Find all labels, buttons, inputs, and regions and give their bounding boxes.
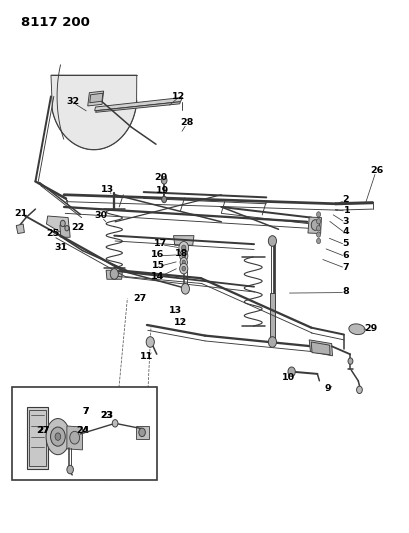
Text: 6: 6	[342, 251, 348, 260]
Polygon shape	[308, 340, 332, 356]
Polygon shape	[27, 407, 47, 469]
Circle shape	[65, 225, 69, 231]
Text: 4: 4	[342, 228, 348, 237]
Circle shape	[347, 358, 352, 365]
Polygon shape	[307, 217, 321, 233]
Text: 9: 9	[324, 384, 330, 393]
Text: 3: 3	[342, 217, 348, 226]
Circle shape	[356, 386, 362, 393]
Polygon shape	[51, 75, 137, 150]
Circle shape	[287, 367, 294, 376]
Text: 19: 19	[155, 186, 169, 195]
Text: 1: 1	[343, 206, 350, 215]
Polygon shape	[67, 426, 82, 450]
Polygon shape	[106, 270, 122, 279]
Circle shape	[139, 428, 145, 437]
Circle shape	[161, 196, 166, 203]
Text: 13: 13	[101, 185, 114, 194]
Polygon shape	[95, 102, 180, 112]
Text: 31: 31	[54, 244, 67, 253]
Polygon shape	[135, 426, 148, 439]
Circle shape	[267, 236, 276, 246]
Ellipse shape	[348, 324, 364, 335]
Polygon shape	[88, 91, 103, 106]
Text: 27: 27	[37, 426, 49, 435]
Circle shape	[179, 263, 187, 274]
Polygon shape	[94, 98, 182, 111]
Circle shape	[267, 337, 276, 348]
Circle shape	[161, 176, 166, 184]
Circle shape	[316, 212, 320, 217]
Circle shape	[182, 266, 185, 271]
Circle shape	[310, 220, 319, 230]
Circle shape	[182, 260, 185, 264]
Text: 15: 15	[151, 261, 164, 270]
Text: 24: 24	[76, 426, 88, 435]
Text: 26: 26	[369, 166, 382, 175]
Circle shape	[50, 427, 65, 446]
Text: 16: 16	[151, 251, 164, 260]
Text: 24: 24	[76, 426, 89, 435]
Bar	[12, 387, 157, 480]
Circle shape	[70, 431, 79, 444]
Circle shape	[316, 232, 320, 237]
Text: 5: 5	[342, 239, 348, 248]
Text: 27: 27	[133, 294, 146, 303]
Text: 25: 25	[46, 229, 59, 238]
Circle shape	[110, 269, 118, 279]
Text: 7: 7	[82, 407, 89, 416]
Polygon shape	[60, 225, 70, 237]
Text: 11: 11	[140, 352, 153, 361]
Circle shape	[182, 254, 185, 259]
Circle shape	[112, 419, 118, 427]
Text: 12: 12	[173, 318, 187, 327]
Text: 23: 23	[101, 411, 113, 420]
Circle shape	[55, 433, 61, 440]
Text: 13: 13	[168, 305, 181, 314]
Text: 2: 2	[342, 195, 348, 204]
Text: 17: 17	[154, 239, 167, 248]
Text: 20: 20	[154, 173, 167, 182]
Text: 32: 32	[67, 97, 80, 106]
Polygon shape	[90, 93, 103, 103]
Text: 21: 21	[14, 209, 28, 218]
Polygon shape	[173, 236, 193, 245]
Polygon shape	[46, 216, 69, 232]
Text: 14: 14	[151, 272, 164, 280]
Text: 12: 12	[171, 92, 184, 101]
Text: 22: 22	[71, 223, 84, 232]
Text: 10: 10	[281, 373, 294, 382]
Polygon shape	[310, 342, 329, 355]
Text: 30: 30	[94, 212, 107, 221]
Polygon shape	[29, 410, 45, 466]
Circle shape	[179, 251, 187, 261]
Circle shape	[180, 257, 187, 267]
Circle shape	[316, 219, 320, 224]
Text: 8117 200: 8117 200	[21, 15, 90, 29]
Text: 7: 7	[342, 263, 348, 271]
Circle shape	[67, 465, 73, 474]
Circle shape	[181, 284, 189, 294]
Circle shape	[60, 220, 65, 227]
Text: 18: 18	[175, 249, 188, 258]
Text: 27: 27	[36, 426, 50, 435]
Text: 28: 28	[180, 118, 193, 127]
Circle shape	[146, 337, 154, 348]
Polygon shape	[269, 293, 274, 338]
Text: 7: 7	[82, 407, 89, 416]
Text: 29: 29	[363, 324, 376, 333]
Text: 23: 23	[100, 411, 113, 420]
Polygon shape	[16, 224, 24, 233]
Circle shape	[316, 238, 320, 244]
Circle shape	[316, 225, 320, 231]
Circle shape	[181, 245, 186, 251]
Text: 8: 8	[342, 287, 348, 296]
Ellipse shape	[46, 418, 70, 455]
Circle shape	[178, 241, 188, 254]
